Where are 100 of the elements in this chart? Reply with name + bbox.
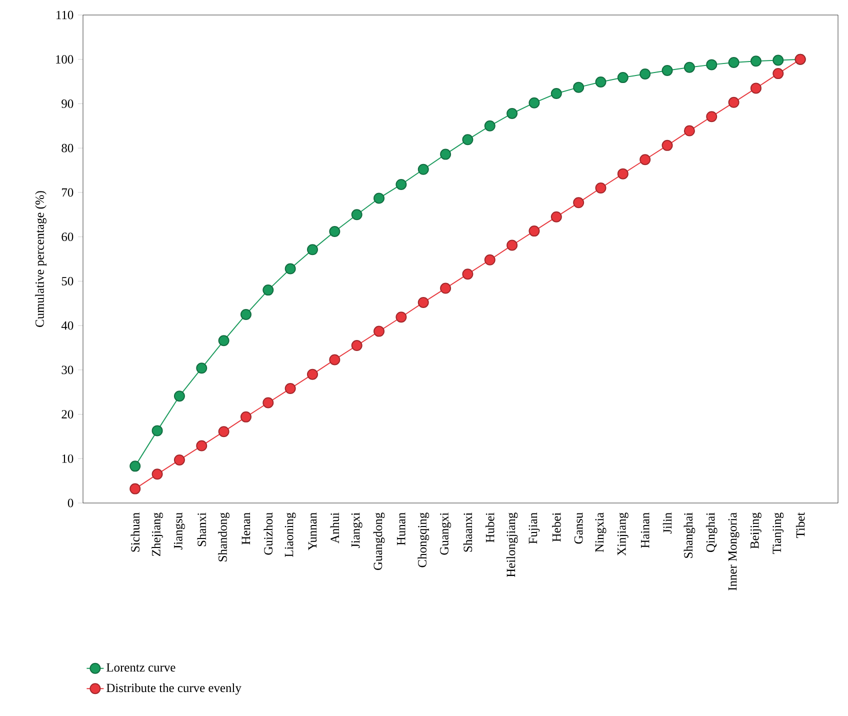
x-tick-label: Qinghai	[706, 512, 718, 552]
x-tick-label: Jiangxi	[351, 512, 362, 548]
x-tick-label: Inner Mongoria	[728, 512, 740, 590]
y-tick-label: 0	[68, 498, 74, 508]
x-tick-label: Jilin	[662, 512, 672, 534]
x-tick-label: Beijing	[750, 512, 762, 549]
y-tick-label: 30	[62, 366, 74, 374]
y-tick-label: 70	[62, 188, 74, 197]
point	[772, 54, 784, 66]
point	[329, 354, 340, 366]
point	[196, 362, 208, 374]
x-tick-label: Guangxi	[440, 512, 452, 555]
point	[528, 226, 540, 237]
point	[484, 120, 496, 132]
point	[329, 226, 340, 237]
point	[374, 326, 385, 337]
x-tick-label: Tibet	[796, 512, 805, 538]
point	[662, 140, 673, 151]
point	[262, 284, 274, 296]
y-tick-label: 50	[62, 276, 74, 286]
x-tick-label: Anhui	[330, 512, 340, 544]
point	[130, 483, 141, 494]
point	[595, 76, 606, 88]
point	[440, 282, 452, 294]
point	[440, 148, 452, 160]
point	[284, 383, 296, 394]
point	[130, 460, 141, 472]
point	[196, 440, 208, 452]
x-tick-label: Chongqing	[418, 512, 430, 568]
point	[240, 308, 252, 320]
point	[706, 59, 718, 70]
x-tick-label: Liaoning	[284, 512, 296, 557]
point	[396, 178, 407, 190]
x-tick-label: Shanghai	[684, 512, 696, 558]
x-tick-label: Ningxia	[595, 512, 606, 552]
y-axis-title: Cumulative percentage (%)	[35, 191, 46, 327]
y-tick-label: 40	[61, 321, 74, 330]
x-tick-label: Jiangsu	[174, 512, 185, 550]
point	[351, 340, 362, 352]
point	[418, 164, 429, 175]
x-tick-label: Guangdong	[373, 512, 385, 570]
point	[462, 268, 474, 280]
point	[306, 368, 318, 380]
point	[617, 72, 628, 84]
point	[351, 209, 362, 220]
point	[462, 134, 474, 146]
y-tick-label: 100	[56, 55, 74, 64]
point	[640, 68, 651, 80]
legend-label: Lorentz curve	[106, 663, 176, 672]
x-tick-label: Fujian	[528, 512, 540, 544]
x-tick-label: Guizhou	[264, 512, 273, 555]
point	[396, 312, 407, 323]
point	[152, 468, 163, 480]
y-tick-label: 80	[62, 144, 74, 152]
x-tick-label: Xinjiang	[617, 512, 628, 556]
point	[528, 97, 540, 108]
point	[418, 296, 429, 308]
point	[684, 125, 695, 136]
point	[152, 425, 163, 436]
y-tick-label: 110	[56, 10, 74, 20]
point	[374, 192, 385, 204]
point	[595, 182, 606, 194]
point	[174, 454, 185, 466]
point	[484, 254, 496, 266]
x-tick-label: Zhejiang	[152, 512, 163, 556]
point	[506, 240, 518, 251]
point	[706, 111, 718, 122]
point	[506, 108, 518, 119]
point	[662, 64, 673, 76]
x-tick-label: Tianjing	[772, 512, 784, 554]
legend-label: Distribute the curve evenly	[106, 683, 242, 695]
point	[684, 62, 695, 73]
x-tick-label: Hebei	[552, 512, 561, 542]
x-tick-label: Shaanxi	[463, 512, 472, 552]
point	[772, 68, 784, 80]
point	[262, 397, 274, 408]
point	[573, 82, 584, 93]
point	[218, 426, 230, 438]
point	[306, 244, 318, 256]
x-tick-label: Hunan	[397, 512, 406, 546]
point	[750, 56, 762, 67]
x-tick-label: Sichuan	[130, 512, 140, 552]
x-tick-label: Hainan	[640, 512, 650, 548]
y-tick-label: 60	[62, 232, 74, 242]
point	[240, 411, 252, 422]
x-tick-label: Heilongjiang	[506, 512, 518, 578]
point	[573, 197, 584, 208]
point	[550, 88, 562, 100]
x-tick-label: Yunnan	[308, 512, 317, 550]
x-tick-label: Henan	[242, 512, 250, 544]
point	[640, 154, 651, 166]
point	[284, 263, 296, 274]
y-tick-label: 10	[62, 454, 74, 463]
x-tick-label: Gansu	[574, 512, 583, 544]
x-tick-label: Shandong	[218, 512, 230, 562]
x-tick-label: Hubei	[486, 512, 494, 542]
point	[728, 56, 740, 68]
point	[617, 168, 628, 180]
y-tick-label: 20	[62, 410, 74, 418]
point	[750, 82, 762, 94]
